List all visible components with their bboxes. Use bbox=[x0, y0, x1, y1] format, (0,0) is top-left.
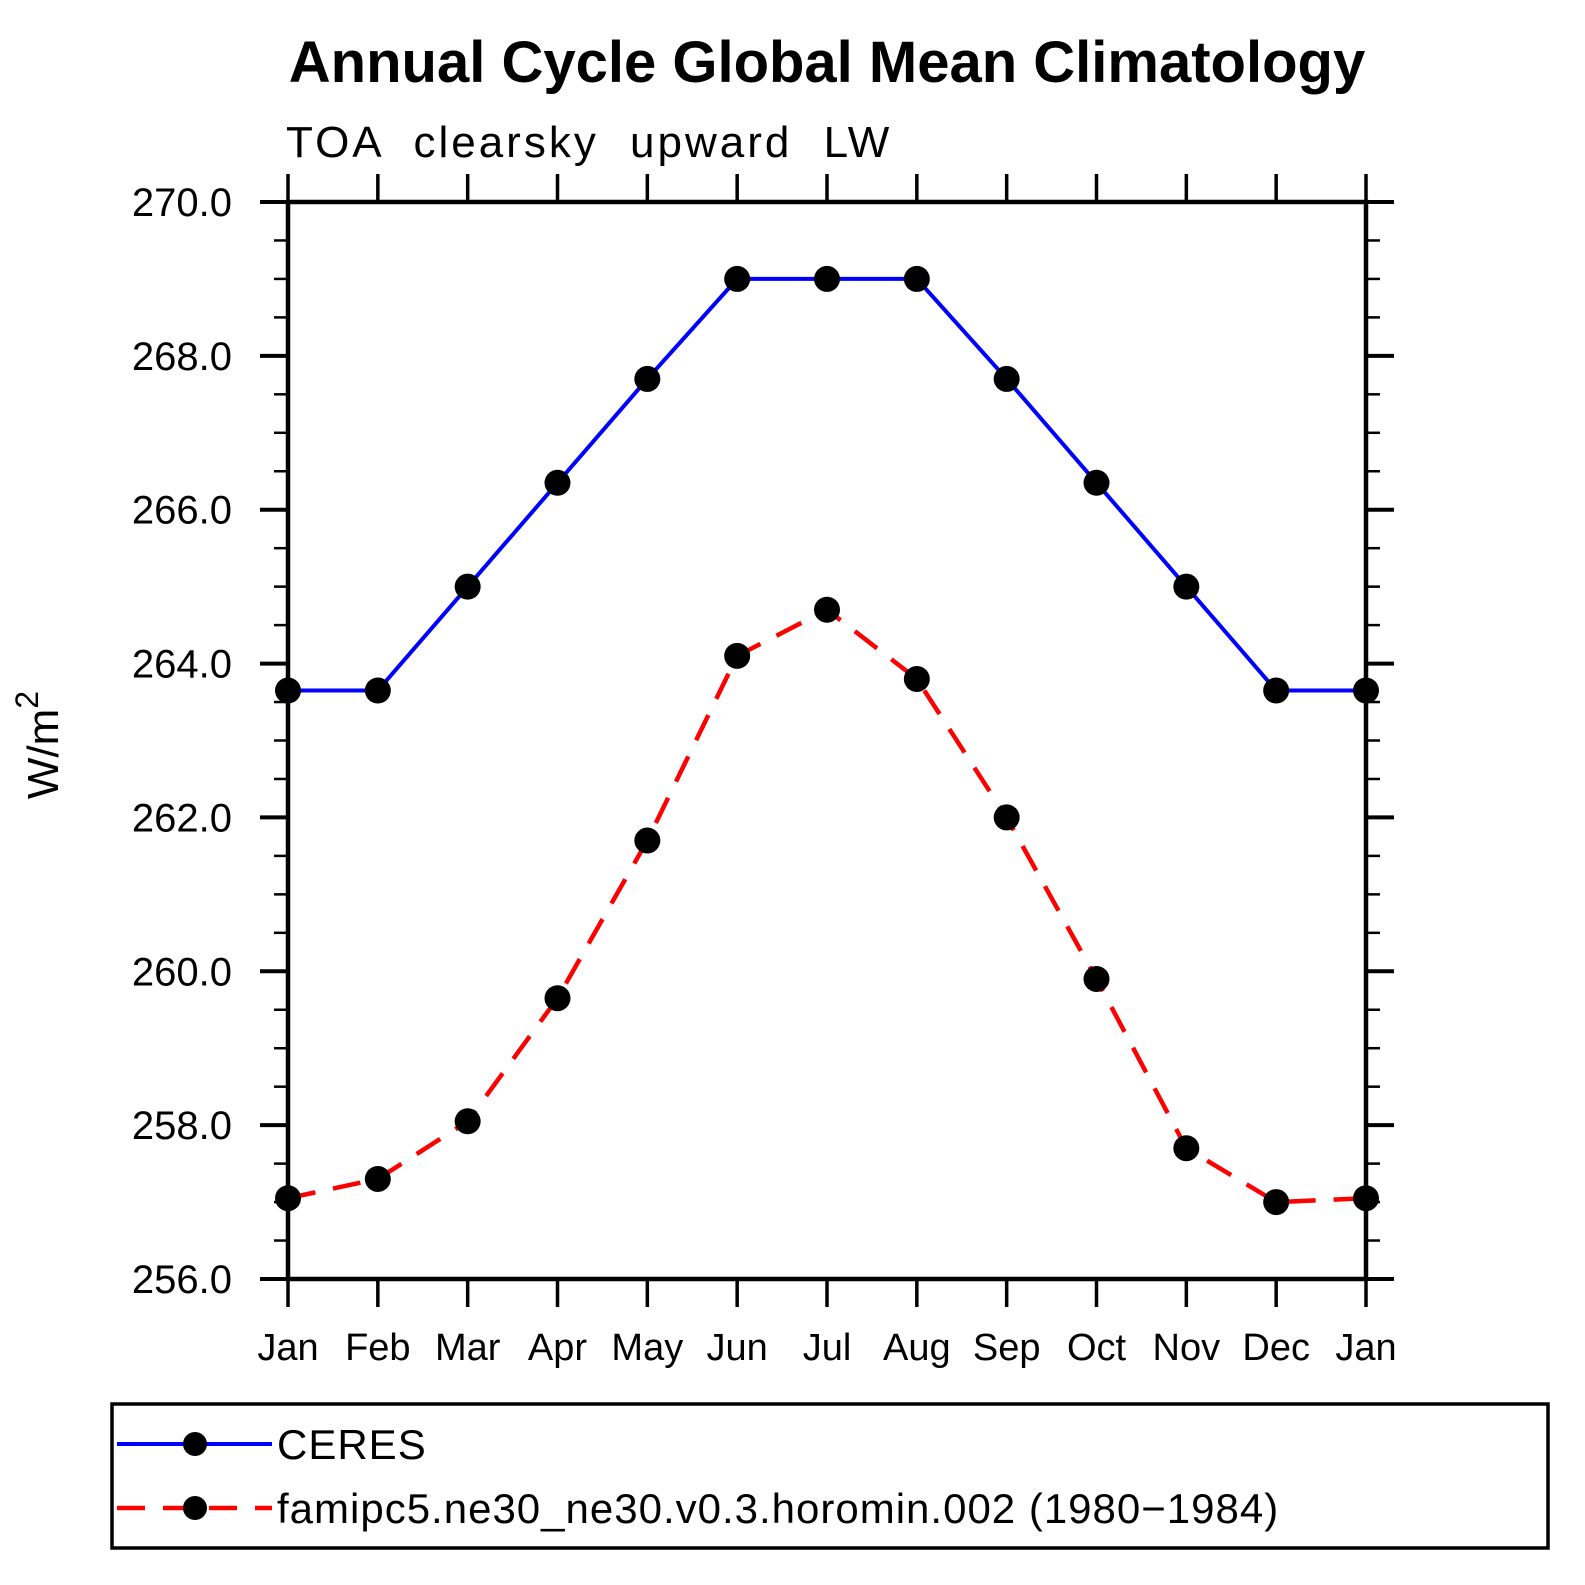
y-tick-label: 270.0 bbox=[132, 181, 232, 225]
data-point-series1-Aug bbox=[903, 665, 930, 692]
data-point-series1-Dec bbox=[1263, 1189, 1290, 1216]
x-tick-label: Oct bbox=[1067, 1327, 1127, 1369]
y-tick-label: 266.0 bbox=[132, 489, 232, 533]
data-point-series0-Jan bbox=[275, 677, 301, 704]
data-point-series0-Sep bbox=[993, 365, 1020, 392]
data-point-series1-Jan bbox=[1353, 1185, 1379, 1212]
legend-marker bbox=[183, 1496, 207, 1520]
x-tick-label: Jan bbox=[1335, 1327, 1396, 1369]
x-tick-label: Jun bbox=[707, 1327, 768, 1369]
data-point-series0-Jun bbox=[724, 265, 751, 292]
legend-item-1: famipc5.ne30_ne30.v0.3.horomin.002 (1980… bbox=[117, 1485, 1279, 1532]
y-axis-label: W/m2 bbox=[9, 691, 68, 799]
chart-subtitle: TOA clearsky upward LW bbox=[286, 118, 892, 167]
data-point-series0-Feb bbox=[364, 677, 391, 704]
legend-item-0: CERES bbox=[117, 1421, 427, 1468]
data-point-series1-Jul bbox=[814, 596, 840, 623]
data-point-series0-Jan bbox=[1353, 677, 1379, 704]
x-tick-label: May bbox=[611, 1327, 683, 1369]
data-point-series1-May bbox=[634, 827, 661, 854]
x-tick-label: Aug bbox=[883, 1327, 951, 1369]
data-point-series1-Jun bbox=[724, 642, 751, 669]
x-tick-label: Jul bbox=[803, 1327, 852, 1369]
data-point-series1-Nov bbox=[1173, 1135, 1200, 1162]
data-point-series0-Aug bbox=[903, 265, 930, 292]
x-tick-label: Sep bbox=[973, 1327, 1041, 1369]
y-tick-label: 264.0 bbox=[132, 643, 232, 687]
x-tick-label: Nov bbox=[1153, 1327, 1221, 1369]
data-point-series0-Apr bbox=[544, 469, 571, 496]
y-axis-label-superscript: 2 bbox=[9, 691, 45, 709]
data-point-series0-Jul bbox=[814, 265, 840, 292]
data-point-series0-May bbox=[634, 365, 661, 392]
legend: CERES famipc5.ne30_ne30.v0.3.horomin.002 … bbox=[110, 1402, 1550, 1550]
data-point-series1-Apr bbox=[544, 985, 571, 1012]
legend-label: CERES bbox=[277, 1421, 427, 1468]
x-tick-label: Mar bbox=[435, 1327, 501, 1369]
data-point-series1-Oct bbox=[1083, 965, 1110, 992]
y-tick-label: 260.0 bbox=[132, 950, 232, 994]
chart-title: Annual Cycle Global Mean Climatology bbox=[289, 30, 1365, 95]
y-tick-label: 256.0 bbox=[132, 1258, 232, 1302]
legend-box bbox=[110, 1402, 1550, 1550]
x-tick-label: Feb bbox=[345, 1327, 410, 1369]
data-point-series1-Mar bbox=[454, 1108, 481, 1135]
data-point-series0-Dec bbox=[1263, 677, 1290, 704]
data-point-series1-Jan bbox=[275, 1185, 301, 1212]
y-tick-label: 268.0 bbox=[132, 335, 232, 379]
legend-label: famipc5.ne30_ne30.v0.3.horomin.002 (1980… bbox=[277, 1485, 1279, 1532]
x-tick-label: Jan bbox=[257, 1327, 318, 1369]
x-tick-label: Apr bbox=[528, 1327, 587, 1369]
data-point-series0-Mar bbox=[454, 573, 481, 600]
x-tick-label: Dec bbox=[1242, 1327, 1310, 1369]
data-point-series1-Sep bbox=[993, 804, 1020, 831]
y-tick-label: 262.0 bbox=[132, 796, 232, 840]
y-axis-label-base: W/m bbox=[19, 709, 68, 799]
y-tick-label: 258.0 bbox=[132, 1104, 232, 1148]
legend-marker bbox=[183, 1432, 207, 1456]
data-point-series1-Feb bbox=[364, 1165, 391, 1192]
data-point-series0-Oct bbox=[1083, 469, 1110, 496]
plot-border bbox=[285, 199, 1369, 1282]
data-point-series0-Nov bbox=[1173, 573, 1200, 600]
